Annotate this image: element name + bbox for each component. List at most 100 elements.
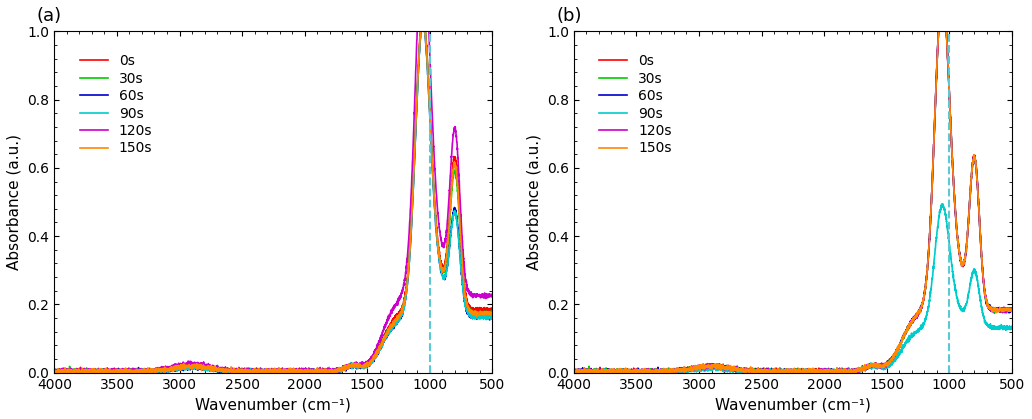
120s [309,369,321,374]
0s [255,369,267,374]
0s [828,367,840,372]
30s [972,196,985,201]
Line: 60s: 60s [55,22,492,372]
60s [659,370,672,375]
60s [846,369,859,374]
90s [774,369,786,374]
150s [828,369,840,374]
120s [846,367,859,372]
120s [327,366,340,371]
120s [1006,306,1019,311]
60s [139,370,152,375]
0s [49,368,61,373]
90s [49,370,61,375]
30s [1006,308,1019,313]
30s [828,370,840,375]
90s [846,369,859,374]
150s [206,367,219,372]
30s [139,368,152,373]
Line: 150s: 150s [55,18,492,372]
120s [139,367,152,372]
150s [568,370,580,375]
150s [453,202,465,207]
150s [568,368,580,373]
90s [727,367,739,372]
60s [453,237,465,242]
0s [453,197,465,202]
60s [309,370,321,375]
120s [255,369,267,374]
90s [206,367,219,372]
60s [206,367,219,372]
30s [326,370,338,375]
90s [139,369,152,374]
Line: 90s: 90s [574,204,1012,372]
60s [568,370,580,375]
90s [255,369,267,374]
30s [417,14,429,19]
150s [139,368,152,373]
150s [659,368,672,373]
60s [1006,307,1019,312]
60s [49,370,61,375]
0s [50,370,62,375]
60s [416,19,428,24]
90s [1006,326,1019,331]
150s [846,368,859,373]
60s [828,369,840,374]
90s [309,370,321,375]
150s [774,369,786,374]
30s [255,368,267,373]
30s [486,311,498,316]
0s [659,370,672,375]
120s [659,367,672,372]
0s [972,196,985,201]
90s [417,19,429,24]
60s [486,314,498,319]
90s [972,282,985,287]
0s [1006,308,1019,313]
90s [828,370,840,375]
90s [326,368,338,373]
150s [327,368,340,373]
150s [417,15,429,20]
Line: 0s: 0s [55,15,492,372]
60s [49,370,61,375]
60s [255,368,267,373]
120s [569,370,581,375]
30s [568,370,580,375]
30s [659,368,672,373]
0s [727,366,739,371]
Line: 120s: 120s [55,0,492,372]
120s [453,173,465,178]
120s [727,364,739,369]
Text: (b): (b) [556,7,582,25]
Line: 30s: 30s [55,16,492,372]
0s [327,369,340,374]
90s [452,236,464,241]
150s [486,313,498,318]
30s [846,370,859,375]
60s [972,197,985,202]
150s [1006,309,1019,314]
120s [206,363,219,368]
120s [49,370,61,375]
0s [568,368,580,373]
Line: 150s: 150s [574,0,1012,372]
120s [486,292,498,297]
90s [568,370,580,375]
0s [570,370,582,375]
Line: 90s: 90s [55,21,492,372]
150s [727,367,739,372]
0s [309,367,321,372]
Legend: 0s, 30s, 60s, 90s, 120s, 150s: 0s, 30s, 60s, 90s, 120s, 150s [74,49,158,161]
60s [568,370,580,375]
Line: 0s: 0s [574,0,1012,372]
120s [774,370,786,375]
0s [139,370,152,375]
Line: 60s: 60s [574,0,1012,372]
120s [972,198,985,203]
120s [49,367,61,372]
Legend: 0s, 30s, 60s, 90s, 120s, 150s: 0s, 30s, 60s, 90s, 120s, 150s [594,49,677,161]
60s [327,369,340,374]
